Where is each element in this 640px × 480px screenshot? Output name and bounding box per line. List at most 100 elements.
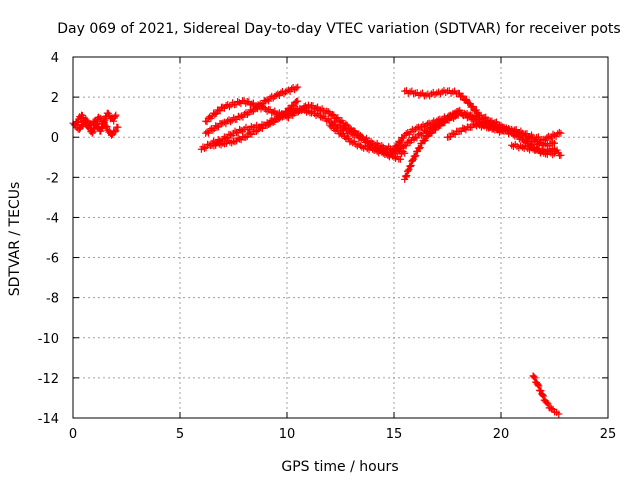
data-point bbox=[543, 399, 551, 407]
data-point bbox=[248, 130, 256, 138]
data-point bbox=[88, 121, 96, 129]
data-point bbox=[339, 130, 347, 138]
data-point bbox=[396, 139, 404, 147]
data-point bbox=[203, 118, 211, 126]
y-tick-label: 2 bbox=[51, 91, 59, 106]
data-point bbox=[555, 410, 563, 418]
data-point bbox=[413, 124, 421, 132]
x-tick-label: 0 bbox=[69, 427, 77, 442]
data-point bbox=[74, 118, 82, 126]
data-point bbox=[411, 153, 419, 161]
x-tick-label: 25 bbox=[600, 427, 617, 442]
data-point bbox=[108, 131, 116, 139]
data-point bbox=[199, 143, 207, 151]
x-tick-label: 15 bbox=[386, 427, 403, 442]
data-point bbox=[288, 85, 296, 93]
data-point bbox=[544, 400, 552, 408]
data-point bbox=[328, 110, 336, 118]
plot-frame bbox=[72, 56, 609, 419]
data-point bbox=[423, 132, 431, 140]
y-tick-label: -12 bbox=[38, 372, 59, 387]
data-point bbox=[530, 373, 538, 381]
data-point bbox=[79, 113, 87, 121]
series-arc-14 bbox=[529, 372, 563, 418]
data-point bbox=[88, 129, 96, 137]
y-tick-label: -6 bbox=[46, 252, 59, 267]
data-point bbox=[112, 111, 120, 119]
data-point bbox=[259, 124, 267, 132]
data-point bbox=[294, 97, 302, 105]
data-point bbox=[402, 142, 410, 150]
data-point bbox=[407, 162, 415, 170]
data-point bbox=[226, 131, 234, 139]
data-point bbox=[551, 139, 558, 147]
data-point bbox=[111, 112, 119, 120]
y-axis-label: SDTVAR / TECUs bbox=[7, 182, 23, 297]
data-point bbox=[346, 124, 354, 132]
y-tick-label: 0 bbox=[51, 131, 59, 146]
data-point bbox=[204, 140, 212, 148]
series-arc-13 bbox=[508, 140, 565, 160]
data-point bbox=[271, 107, 279, 115]
data-point bbox=[82, 117, 90, 125]
y-tick-label: -4 bbox=[46, 211, 59, 226]
data-point bbox=[428, 129, 436, 137]
data-point bbox=[317, 113, 325, 121]
data-point bbox=[350, 127, 358, 135]
data-point bbox=[416, 144, 424, 152]
data-point bbox=[216, 107, 224, 115]
data-point bbox=[219, 103, 227, 111]
data-point bbox=[285, 86, 293, 94]
data-point bbox=[403, 172, 411, 180]
data-point bbox=[274, 90, 282, 98]
data-point bbox=[334, 114, 342, 122]
data-point bbox=[255, 123, 263, 131]
data-points bbox=[69, 83, 565, 418]
data-point bbox=[211, 110, 219, 118]
data-point bbox=[459, 92, 467, 100]
data-point bbox=[392, 154, 400, 162]
data-point bbox=[293, 108, 301, 116]
data-point bbox=[415, 145, 423, 153]
x-axis-label: GPS time / hours bbox=[281, 459, 398, 475]
data-point bbox=[342, 120, 350, 128]
data-point bbox=[539, 392, 547, 400]
data-point bbox=[531, 374, 539, 382]
data-point bbox=[225, 130, 233, 138]
data-point bbox=[223, 117, 231, 125]
series-arc-10 bbox=[401, 86, 505, 129]
data-point bbox=[237, 126, 245, 134]
data-point bbox=[526, 133, 534, 141]
data-point bbox=[413, 134, 421, 142]
data-point bbox=[324, 108, 332, 116]
data-point bbox=[277, 89, 285, 97]
data-point bbox=[424, 120, 432, 128]
y-tick-label: 4 bbox=[51, 51, 59, 66]
data-point bbox=[402, 129, 410, 137]
data-point bbox=[294, 83, 302, 91]
data-point bbox=[263, 121, 271, 129]
data-point bbox=[114, 123, 122, 131]
data-point bbox=[406, 163, 414, 171]
data-point bbox=[466, 112, 474, 120]
data-point bbox=[381, 150, 389, 158]
data-point bbox=[315, 106, 323, 114]
data-point bbox=[448, 113, 456, 121]
data-point bbox=[75, 125, 83, 133]
y-tick-label: -14 bbox=[38, 412, 59, 427]
data-point bbox=[227, 118, 235, 126]
data-point bbox=[251, 102, 259, 110]
data-point bbox=[551, 131, 558, 139]
data-point bbox=[412, 152, 420, 160]
series-arc-7 bbox=[326, 121, 404, 163]
data-point bbox=[540, 135, 548, 143]
data-point bbox=[463, 114, 471, 122]
data-point bbox=[272, 110, 280, 118]
data-point bbox=[557, 129, 565, 137]
data-point bbox=[230, 114, 238, 122]
data-point bbox=[245, 129, 253, 137]
data-point bbox=[404, 167, 412, 175]
data-point bbox=[349, 139, 357, 147]
x-tick-label: 10 bbox=[279, 427, 296, 442]
